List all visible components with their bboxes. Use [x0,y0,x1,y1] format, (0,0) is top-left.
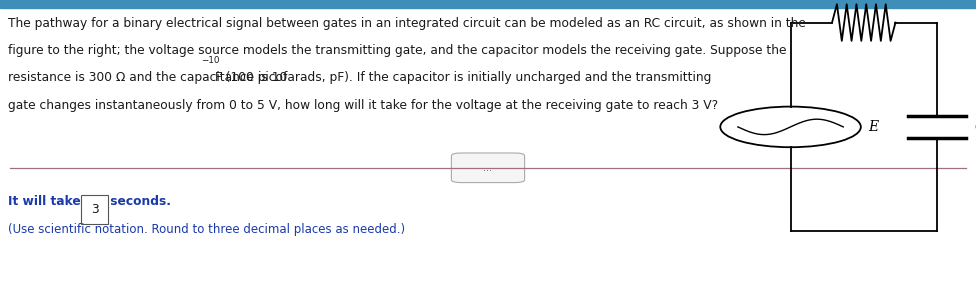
Text: −10: −10 [201,56,220,65]
Text: figure to the right; the voltage source models the transmitting gate, and the ca: figure to the right; the voltage source … [8,44,787,57]
Text: gate changes instantaneously from 0 to 5 V, how long will it take for the voltag: gate changes instantaneously from 0 to 5… [8,99,718,112]
Text: It will take: It will take [8,195,85,208]
Text: (Use scientific notation. Round to three decimal places as needed.): (Use scientific notation. Round to three… [8,223,405,236]
Text: E: E [869,120,878,134]
Text: 3: 3 [91,203,99,216]
Bar [0,0,976,8]
Text: seconds.: seconds. [106,195,172,208]
Text: resistance is 300 Ω and the capacitance is 10: resistance is 300 Ω and the capacitance … [8,71,287,84]
Text: ...: ... [483,163,493,173]
FancyBboxPatch shape [451,153,525,183]
Text: F (100 picofarads, pF). If the capacitor is initially uncharged and the transmit: F (100 picofarads, pF). If the capacitor… [211,71,712,84]
Text: The pathway for a binary electrical signal between gates in an integrated circui: The pathway for a binary electrical sign… [8,17,805,30]
FancyBboxPatch shape [81,195,108,224]
Text: C: C [974,120,976,134]
